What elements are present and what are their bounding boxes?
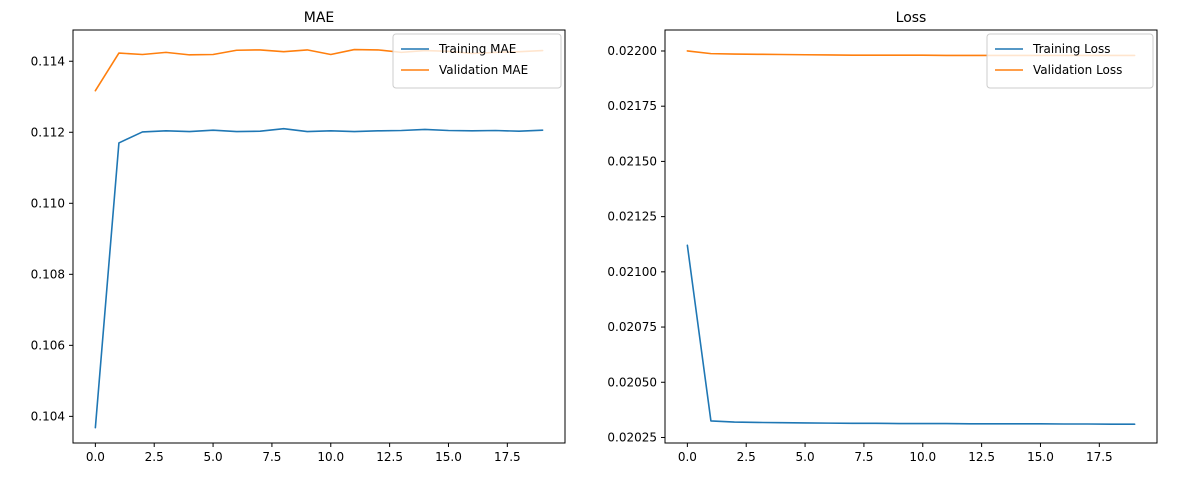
x-tick-label: 2.5 bbox=[737, 450, 756, 464]
x-tick-label: 7.5 bbox=[262, 450, 281, 464]
legend-box bbox=[986, 33, 1154, 89]
legend-entry: Training MAE bbox=[438, 42, 516, 56]
x-tick-label: 0.0 bbox=[678, 450, 697, 464]
x-tick-label: 12.5 bbox=[376, 450, 403, 464]
loss-chart: Loss 0.0 2.5 5.0 7.5 10.0 12.5 15.0 17.5 0.02025 0… bbox=[607, 10, 1158, 464]
y-tick-label: 0.02050 bbox=[607, 375, 657, 389]
series-line-training-loss bbox=[686, 244, 1136, 426]
x-tick-label: 0.0 bbox=[86, 450, 105, 464]
y-tick-label: 0.02175 bbox=[607, 99, 657, 113]
series-line-training-mae bbox=[94, 127, 544, 429]
y-tick-label: 0.02150 bbox=[607, 154, 657, 168]
x-tick-label: 10.0 bbox=[317, 450, 344, 464]
x-tick-label: 12.5 bbox=[968, 450, 995, 464]
x-tick-label: 7.5 bbox=[854, 450, 873, 464]
legend: Training Loss Validation Loss bbox=[986, 33, 1154, 89]
y-tick-label: 0.02125 bbox=[607, 210, 657, 224]
legend-entry: Validation MAE bbox=[439, 63, 528, 77]
axes-frame bbox=[664, 29, 1158, 444]
y-tick-label: 0.108 bbox=[31, 267, 65, 281]
y-tick-label: 0.104 bbox=[31, 409, 65, 423]
x-tick-label: 5.0 bbox=[796, 450, 815, 464]
legend: Training MAE Validation MAE bbox=[392, 33, 562, 89]
y-tick-label: 0.02025 bbox=[607, 430, 657, 444]
y-tick-label: 0.02100 bbox=[607, 265, 657, 279]
y-tick-label: 0.02075 bbox=[607, 320, 657, 334]
x-tick-label: 5.0 bbox=[204, 450, 223, 464]
y-tick-label: 0.114 bbox=[31, 54, 65, 68]
mae-chart: MAE 0.0 2.5 5.0 7.5 10.0 12.5 15.0 17.5 0.104 0.10… bbox=[31, 10, 566, 464]
legend-entry: Training Loss bbox=[1032, 42, 1110, 56]
x-tick-label: 15.0 bbox=[435, 450, 462, 464]
y-tick-label: 0.106 bbox=[31, 338, 65, 352]
y-tick-label: 0.110 bbox=[31, 196, 65, 210]
x-tick-label: 17.5 bbox=[494, 450, 521, 464]
x-tick-label: 15.0 bbox=[1027, 450, 1054, 464]
chart-title: MAE bbox=[304, 10, 335, 26]
legend-box bbox=[392, 33, 562, 89]
x-tick-label: 10.0 bbox=[909, 450, 936, 464]
x-tick-label: 17.5 bbox=[1086, 450, 1113, 464]
axes-frame bbox=[72, 29, 566, 444]
legend-entry: Validation Loss bbox=[1033, 63, 1122, 77]
y-tick-label: 0.112 bbox=[31, 125, 65, 139]
y-tick-label: 0.02200 bbox=[607, 44, 657, 58]
chart-title: Loss bbox=[896, 10, 927, 26]
x-tick-label: 2.5 bbox=[145, 450, 164, 464]
